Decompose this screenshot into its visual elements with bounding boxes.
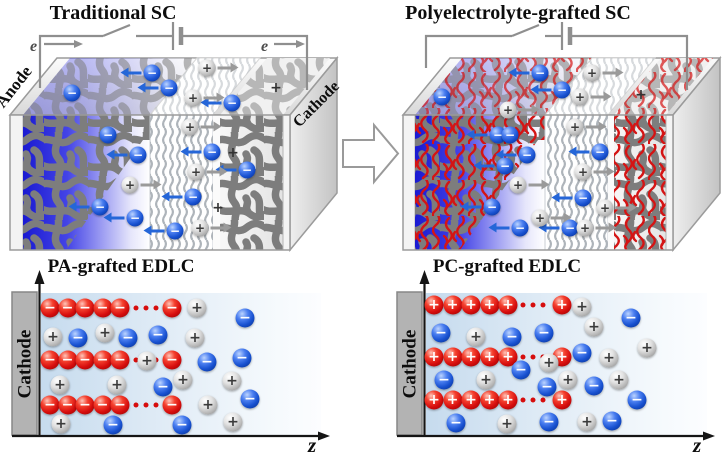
anode-current-collector xyxy=(9,114,24,251)
cathode-porous-electrode xyxy=(220,115,283,250)
panel-pc-edlc: Cathode z xyxy=(396,270,715,457)
electron-label: e xyxy=(261,38,268,55)
grafted-cathode-top xyxy=(614,58,713,115)
separator xyxy=(150,115,213,250)
anode-current-collector xyxy=(402,114,416,251)
wire xyxy=(38,34,103,88)
z-axis-arrowhead xyxy=(318,431,330,441)
z-axis-label: z xyxy=(692,433,702,457)
z-axis-label: z xyxy=(307,433,317,457)
wire xyxy=(424,34,512,68)
cathode-bar-label: Cathode xyxy=(15,330,36,399)
switch-icon xyxy=(102,23,131,38)
cathode-bar xyxy=(11,291,38,436)
cathode-current-collector xyxy=(665,114,674,251)
transform-arrow-icon xyxy=(342,122,400,185)
electron-label: e xyxy=(30,38,37,55)
electrolyte-region xyxy=(41,293,321,435)
cathode-polyelectrolyte-chains xyxy=(614,115,666,250)
title-pc-edlc: PC-grafted EDLC xyxy=(432,256,582,277)
cathode-current-collector xyxy=(282,114,291,251)
cathode-top-mesh xyxy=(220,58,330,115)
y-axis-arrowhead xyxy=(34,270,45,284)
circuit-right xyxy=(424,22,689,90)
box-traditional-sc: Anode Cathode xyxy=(0,55,343,253)
z-axis-arrowhead xyxy=(703,431,715,441)
title-grafted-sc: Polyelectrolyte-grafted SC xyxy=(405,2,631,24)
anode-polyelectrolyte-chains xyxy=(415,115,545,250)
title-traditional-sc: Traditional SC xyxy=(49,2,177,24)
cathode-bar-label: Cathode xyxy=(400,330,421,399)
title-pa-edlc: PA-grafted EDLC xyxy=(47,256,195,277)
circuit-left xyxy=(38,22,309,90)
electrolyte-region xyxy=(426,293,707,435)
anode-porous-electrode xyxy=(23,115,150,250)
separator xyxy=(545,115,608,250)
y-axis-arrowhead xyxy=(419,270,430,284)
switch-icon xyxy=(511,23,540,38)
cathode-bar xyxy=(396,291,423,436)
panel-pa-edlc: Cathode z xyxy=(11,270,330,457)
box-grafted-sc xyxy=(401,55,722,253)
